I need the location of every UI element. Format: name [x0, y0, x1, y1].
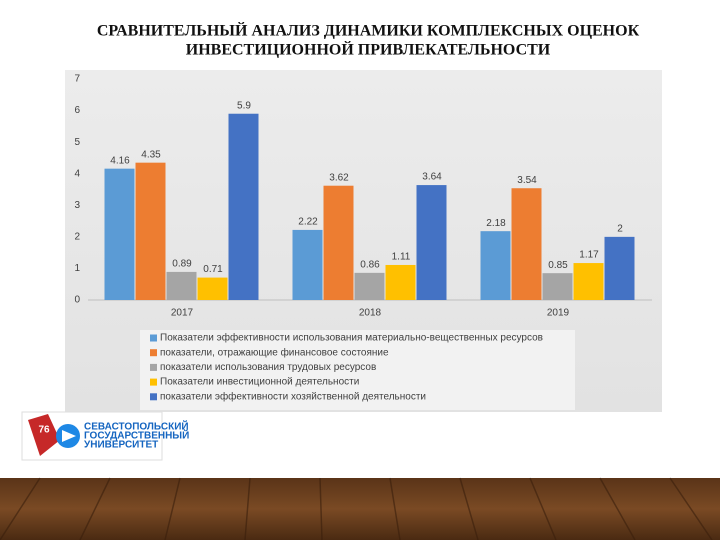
x-tick-label: 2018: [359, 308, 382, 319]
bar: [228, 113, 259, 300]
legend-swatch: [150, 378, 157, 386]
legend-swatch: [150, 363, 157, 371]
value-label: 3.64: [422, 172, 442, 183]
bar: [166, 271, 197, 300]
value-label: 3.62: [329, 172, 349, 183]
logo-arrow: [62, 430, 76, 442]
floor-planks: [0, 477, 713, 540]
y-tick-label: 5: [74, 137, 80, 148]
value-label: 4.35: [141, 149, 161, 160]
y-tick-label: 0: [74, 295, 80, 306]
value-label: 0.85: [548, 260, 568, 271]
value-label: 2.18: [486, 218, 506, 229]
logo-text: ГОСУДАРСТВЕННЫЙ: [84, 429, 189, 442]
legend-label: показатели, отражающие финансовое состоя…: [160, 346, 389, 358]
value-label: 1.11: [392, 252, 411, 263]
y-tick-label: 4: [74, 168, 80, 179]
y-tick-label: 2: [74, 231, 80, 242]
title-line: СРАВНИТЕЛЬНЫЙ АНАЛИЗ ДИНАМИКИ КОМПЛЕКСНЫ…: [97, 21, 640, 40]
y-tick-label: 3: [74, 200, 80, 211]
legend-label: Показатели инвестиционной деятельности: [160, 377, 359, 388]
bar: [416, 185, 447, 300]
legend-swatch: [150, 334, 157, 342]
x-tick-label: 2019: [547, 308, 570, 319]
value-label: 0.71: [203, 264, 223, 275]
bar: [135, 162, 166, 300]
x-tick-label: 2017: [171, 308, 194, 319]
value-label: 2.22: [298, 217, 318, 228]
bar: [292, 229, 323, 300]
value-label: 1.17: [579, 250, 599, 261]
bar: [604, 236, 635, 300]
value-label: 0.86: [360, 259, 380, 270]
bar: [480, 231, 511, 300]
value-label: 2: [617, 223, 623, 234]
bar: [197, 277, 228, 300]
value-label: 0.89: [172, 259, 192, 270]
bar: [542, 273, 573, 300]
bar: [104, 168, 135, 300]
title-line: ИНВЕСТИЦИОННОЙ ПРИВЛЕКАТЕЛЬНОСТИ: [186, 40, 551, 59]
bar: [573, 263, 604, 300]
bar: [354, 272, 385, 300]
y-tick-label: 6: [74, 105, 80, 116]
wood-floor: [0, 478, 720, 540]
bar: [511, 188, 542, 300]
y-tick-label: 7: [74, 74, 80, 85]
bar: [385, 264, 416, 300]
legend-label: показатели эффективности хозяйственной д…: [160, 390, 426, 402]
legend-label: Показатели эффективности использования м…: [160, 332, 543, 344]
legend-label: показатели использования трудовых ресурс…: [160, 362, 376, 373]
logo-text: СЕВАСТОПОЛЬСКИЙ: [84, 420, 189, 433]
legend-swatch: [150, 349, 157, 357]
y-tick-label: 1: [74, 263, 80, 274]
logo-star: [28, 414, 60, 456]
bar: [323, 185, 354, 300]
logo: 76 СЕВАСТОПОЛЬСКИЙ ГОСУДАРСТВЕННЫЙ УНИВЕ…: [21, 411, 189, 461]
value-label: 3.54: [517, 175, 537, 186]
value-label: 4.16: [110, 155, 130, 166]
logo-text: УНИВЕРСИТЕТ: [84, 440, 158, 451]
logo-badge: 76: [38, 425, 50, 436]
legend-box: [140, 330, 575, 410]
legend-swatch: [150, 393, 157, 401]
value-label: 5.9: [237, 100, 251, 111]
